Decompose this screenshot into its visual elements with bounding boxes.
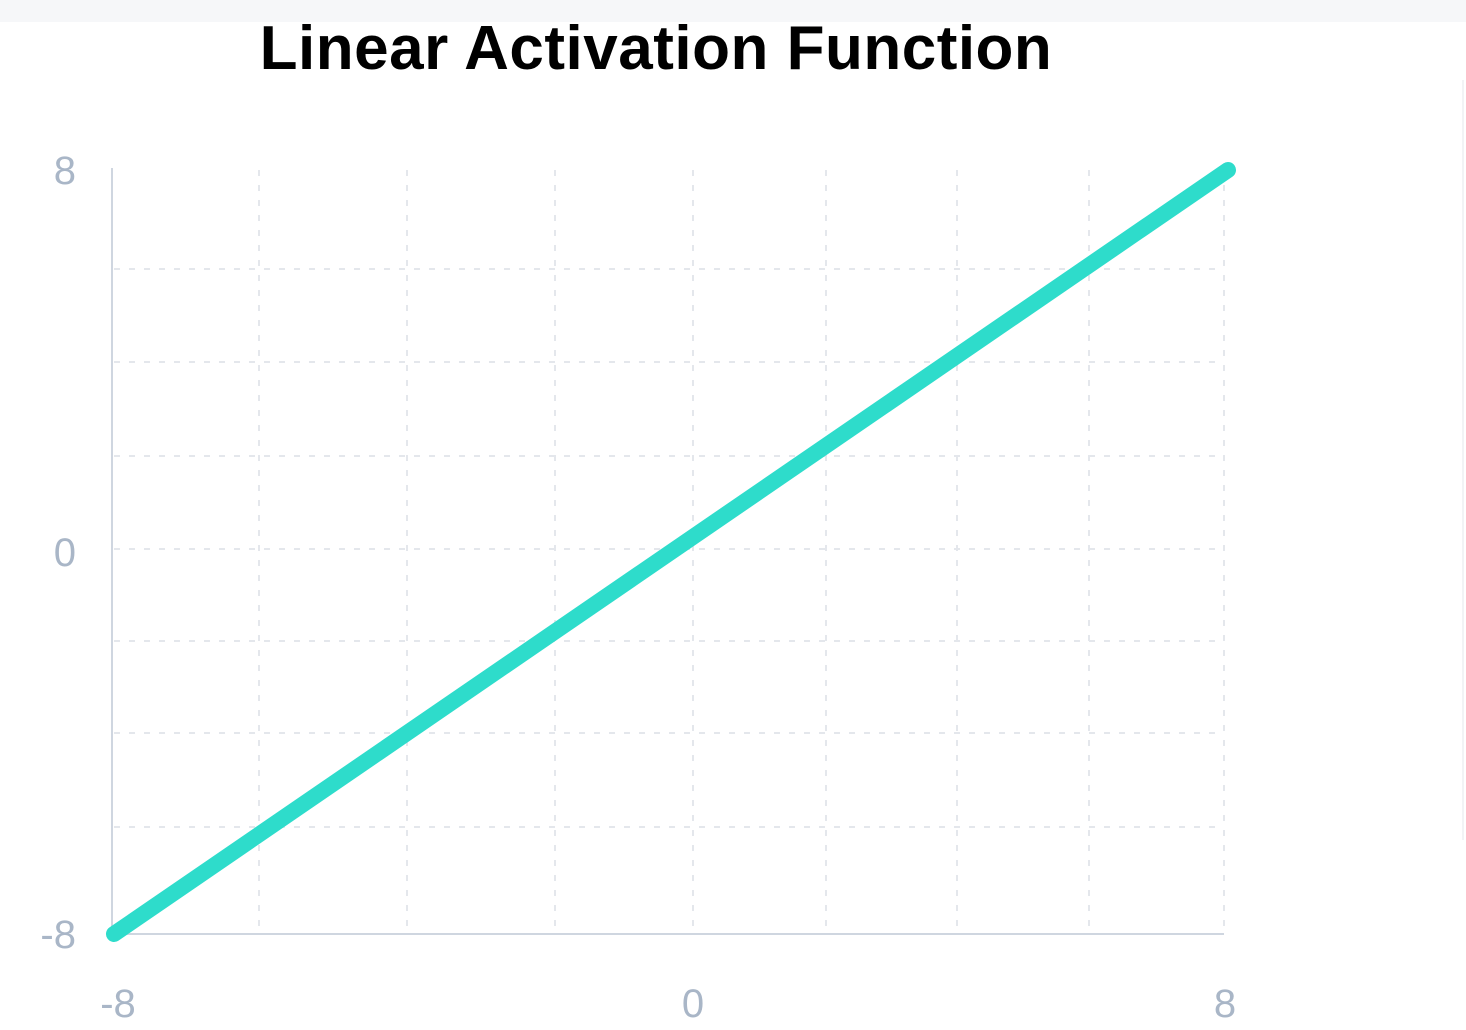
chart-title: Linear Activation Function (259, 14, 1053, 83)
y-tick-labels: 8 0 -8 (40, 149, 76, 957)
y-tick-label: 8 (54, 149, 76, 193)
panel-divider (1462, 80, 1464, 840)
grid-lines (114, 170, 1225, 934)
y-tick-label: -8 (40, 913, 76, 957)
series-line (106, 162, 1236, 942)
series-layer (106, 162, 1236, 942)
x-tick-label: 8 (1214, 982, 1236, 1026)
y-tick-label: 0 (54, 531, 76, 575)
x-tick-label: -8 (100, 982, 136, 1026)
x-tick-labels: -8 0 8 (100, 982, 1236, 1026)
top-strip (0, 0, 1466, 22)
x-tick-label: 0 (682, 982, 704, 1026)
